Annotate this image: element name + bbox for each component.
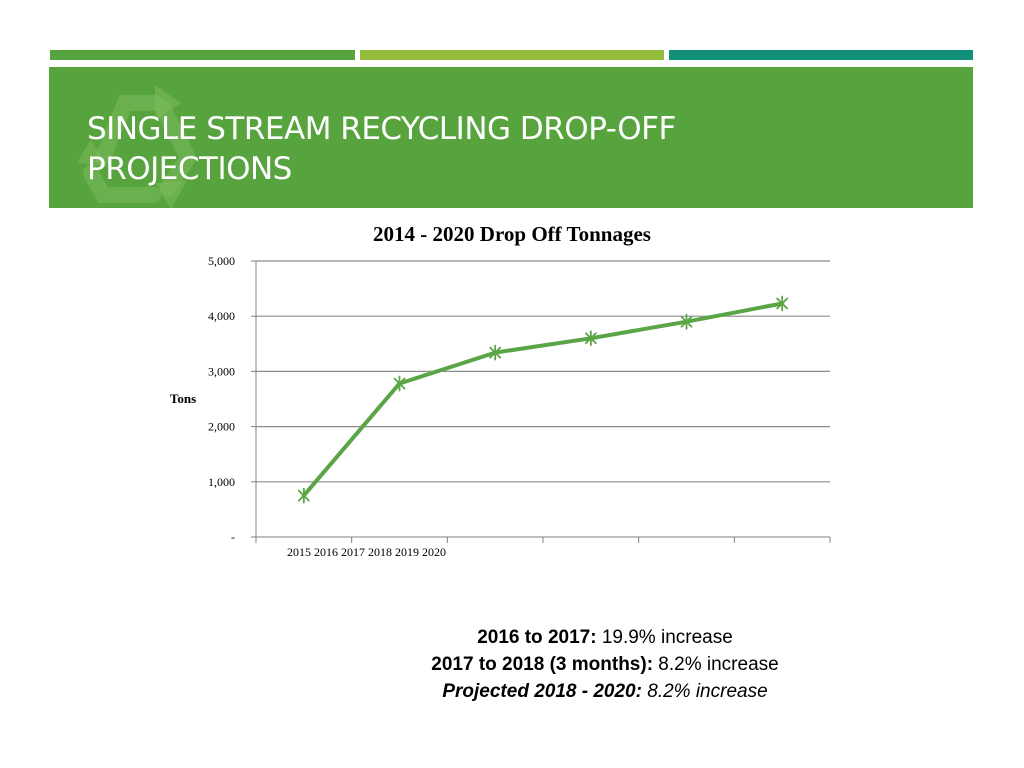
y-tick-label: 2,000	[208, 420, 235, 434]
note-text: 8.2% increase	[641, 681, 768, 702]
growth-notes: 2016 to 2017: 19.9% increase 2017 to 201…	[380, 624, 830, 705]
slide-title-line-1: SINGLE STREAM RECYCLING DROP-OFF	[87, 111, 676, 147]
note-2017-2018: 2017 to 2018 (3 months): 8.2% increase	[380, 651, 830, 678]
note-label: 2017 to 2018 (3 months):	[431, 654, 654, 675]
accent-stripe-middle	[360, 50, 664, 60]
note-text: 19.9% increase	[596, 627, 733, 648]
recycle-logo-icon	[77, 85, 198, 208]
y-axis-label: Tons	[170, 391, 196, 406]
data-point-marker	[489, 344, 502, 361]
note-label: Projected 2018 - 2020:	[442, 681, 642, 702]
y-tick-label: 5,000	[208, 254, 235, 268]
note-label: 2016 to 2017:	[477, 627, 597, 648]
data-point-marker	[680, 313, 693, 330]
y-tick-label: 1,000	[208, 475, 235, 489]
chart-title: 2014 - 2020 Drop Off Tonnages	[373, 222, 651, 246]
y-tick-label: -	[231, 530, 235, 544]
note-2016-2017: 2016 to 2017: 19.9% increase	[380, 624, 830, 651]
series-line	[301, 301, 785, 498]
note-text: 8.2% increase	[653, 654, 779, 675]
slide-title: SINGLE STREAM RECYCLING DROP-OFF PROJECT…	[87, 109, 676, 189]
y-tick-label: 3,000	[208, 364, 235, 378]
data-point-marker	[297, 487, 310, 504]
data-point-marker	[393, 375, 406, 392]
y-tick-label: 4,000	[208, 309, 235, 323]
data-point-marker	[776, 295, 789, 312]
accent-stripe-left	[50, 50, 355, 60]
tonnage-line-chart: 2014 - 2020 Drop Off Tonnages Tons - 1,00…	[170, 222, 831, 559]
slide-title-line-2: PROJECTIONS	[87, 151, 292, 187]
title-banner: SINGLE STREAM RECYCLING DROP-OFF PROJECT…	[49, 67, 973, 208]
data-point-marker	[584, 330, 597, 347]
accent-stripe-right	[669, 50, 973, 60]
note-projected-2018-2020: Projected 2018 - 2020: 8.2% increase	[380, 678, 830, 705]
x-tick-label: 2015 2016 2017 2018 2019 2020	[287, 545, 446, 559]
